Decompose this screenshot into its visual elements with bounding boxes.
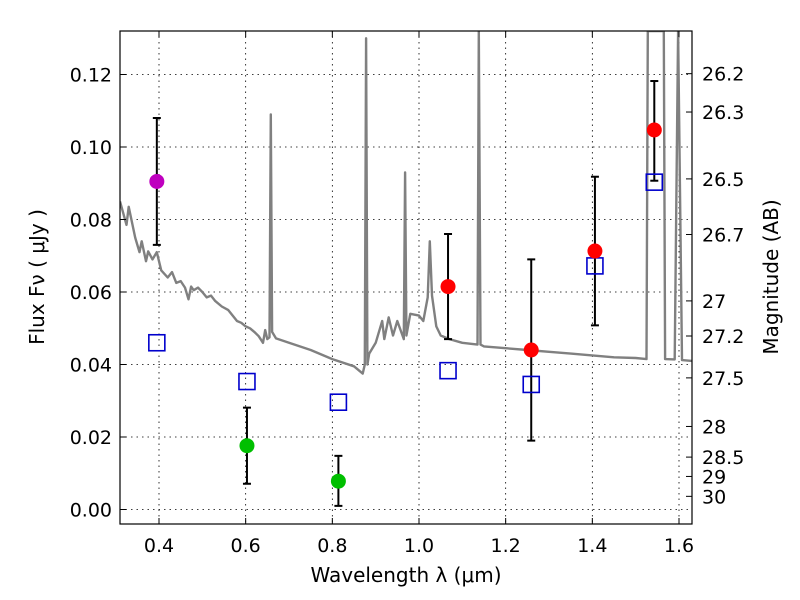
- x-axis-label: Wavelength λ (μm): [310, 563, 501, 587]
- right-tick-label: 27.2: [702, 326, 744, 348]
- x-tick-label: 0.8: [317, 535, 347, 557]
- sed-curve-group: [120, 31, 692, 375]
- y-tick-label: 0.06: [70, 282, 112, 304]
- observed-point-group: [149, 122, 662, 489]
- model-square-point: [148, 333, 166, 352]
- right-tick-label: 27.5: [702, 368, 744, 390]
- plot-frame: [119, 30, 693, 525]
- x-tick-label: 1.6: [664, 535, 694, 557]
- y-tick-label: 0.12: [70, 65, 112, 87]
- y-axis-label: Flux Fν ( μJy ): [25, 209, 49, 345]
- observed-flux-point: [239, 438, 255, 454]
- x-tick-label: 0.4: [144, 535, 174, 557]
- observed-flux-point: [330, 473, 346, 489]
- y-tick-label: 0.10: [70, 137, 112, 159]
- x-tick-label: 1.4: [577, 535, 607, 557]
- right-tick-label: 28: [702, 416, 726, 438]
- right-tick-label: 27: [702, 291, 726, 313]
- model-square-point: [522, 375, 541, 394]
- right-tick-label: 29: [702, 466, 726, 488]
- observed-flux-point: [587, 243, 603, 259]
- observed-flux-point: [646, 122, 662, 138]
- right-axis-label: Magnitude (AB): [759, 199, 783, 354]
- right-tick-label: 30: [702, 486, 726, 508]
- model-square-point: [238, 372, 256, 391]
- sed-spectrum-line: [120, 31, 692, 375]
- right-tick-label: 26.5: [702, 169, 744, 191]
- y-axis-ticks: 0.00 0.02 0.04 0.06 0.08 0.10 0.12: [70, 65, 126, 522]
- y-tick-label: 0.00: [70, 500, 112, 522]
- right-tick-label: 26.3: [702, 102, 744, 124]
- x-axis-ticks: 0.4 0.6 0.8 1.0 1.2 1.4 1.6: [144, 31, 694, 557]
- x-tick-label: 1.0: [404, 535, 434, 557]
- right-tick-label: 28.5: [702, 447, 744, 469]
- right-tick-label: 26.2: [702, 64, 744, 86]
- model-square-point: [329, 393, 348, 412]
- model-square-point: [645, 173, 664, 191]
- y-tick-label: 0.08: [70, 210, 112, 232]
- right-tick-label: 26.7: [702, 225, 744, 247]
- x-tick-label: 1.2: [491, 535, 521, 557]
- model-point-group: [148, 173, 664, 412]
- observed-flux-point: [440, 279, 456, 295]
- x-tick-label: 0.6: [231, 535, 261, 557]
- model-square-point: [439, 361, 457, 380]
- y-tick-label: 0.02: [70, 427, 112, 449]
- observed-flux-point: [149, 173, 165, 189]
- observed-flux-point: [523, 342, 539, 358]
- y-tick-label: 0.04: [70, 355, 112, 377]
